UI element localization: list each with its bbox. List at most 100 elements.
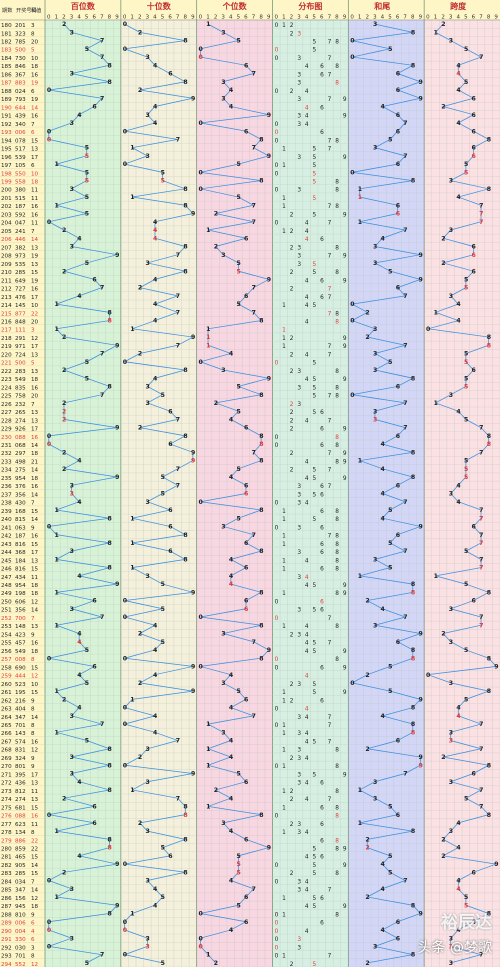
digit-tick: 2 <box>214 15 218 21</box>
series-line-units <box>199 23 270 964</box>
dist-mark: 0 <box>275 188 279 194</box>
row-number: 423 <box>15 632 26 638</box>
row-number: 439 <box>15 114 26 120</box>
dist-mark: 1 <box>282 509 286 515</box>
point-units: 4 <box>229 474 234 481</box>
point-tens: 9 <box>191 211 195 218</box>
point-hundreds: 5 <box>85 359 89 366</box>
point-span: 4 <box>456 194 461 201</box>
row-issue: 274 <box>1 797 12 803</box>
dist-mark: 2 <box>290 352 294 358</box>
dist-mark: 4 <box>305 89 309 95</box>
point-sumtail: 6 <box>396 935 400 942</box>
point-span: 5 <box>464 548 468 555</box>
point-span: 4 <box>456 927 461 934</box>
point-sumtail: 9 <box>418 696 422 703</box>
point-hundreds: 0 <box>47 927 52 934</box>
dist-mark: 5 <box>313 262 317 268</box>
dist-mark: 0 <box>275 171 279 177</box>
row-sum: 15 <box>31 138 39 144</box>
point-span: 5 <box>464 474 468 481</box>
point-sumtail: 3 <box>373 244 377 251</box>
dist-mark: 4 <box>305 888 309 894</box>
dist-mark: 7 <box>328 147 332 153</box>
point-hundreds: 5 <box>85 211 89 218</box>
point-units: 5 <box>236 260 240 267</box>
row-number: 812 <box>15 789 26 795</box>
point-span: 8 <box>487 812 491 819</box>
row-issue: 273 <box>1 789 12 795</box>
row-issue: 210 <box>1 270 12 276</box>
digit-tick: 5 <box>312 15 316 21</box>
point-span: 6 <box>472 869 476 876</box>
point-hundreds: 7 <box>100 721 104 728</box>
row-number: 649 <box>15 278 26 284</box>
row-sum: 12 <box>31 962 38 967</box>
point-span: 8 <box>487 762 491 769</box>
point-sumtail: 0 <box>350 301 355 308</box>
point-units: 2 <box>214 960 218 967</box>
dist-mark: 4 <box>305 295 309 301</box>
dist-mark: 8 <box>335 542 339 548</box>
row-issue: 266 <box>1 731 12 737</box>
panel-title-span: 跨度 <box>450 1 467 11</box>
dist-mark: 0 <box>275 48 279 54</box>
point-span: 3 <box>449 680 453 687</box>
point-hundreds: 8 <box>108 79 112 86</box>
row-issue: 226 <box>1 402 12 408</box>
row-issue: 184 <box>1 56 12 62</box>
point-units: 5 <box>236 853 240 860</box>
point-units: 6 <box>244 565 248 572</box>
point-tens: 8 <box>183 186 187 193</box>
point-units: 8 <box>259 458 263 465</box>
point-tens: 8 <box>183 804 187 811</box>
point-hundreds: 4 <box>77 293 82 300</box>
row-sum: 8 <box>31 954 35 960</box>
point-tens: 1 <box>130 145 134 152</box>
point-tens: 5 <box>161 169 165 176</box>
dist-mark: 3 <box>297 756 301 762</box>
point-units: 5 <box>236 861 240 868</box>
point-units: 3 <box>221 367 225 374</box>
panel-title-units: 个位数 <box>222 1 248 11</box>
row-number: 430 <box>15 501 26 507</box>
point-tens: 3 <box>145 779 149 786</box>
digit-tick: 1 <box>434 15 438 21</box>
row-sum: 16 <box>31 739 39 745</box>
point-tens: 1 <box>130 696 134 703</box>
dist-mark: 3 <box>297 188 301 194</box>
point-hundreds: 9 <box>115 861 119 868</box>
dist-mark: 6 <box>320 896 324 902</box>
point-span: 8 <box>487 433 491 440</box>
dist-mark: 5 <box>313 410 317 416</box>
point-hundreds: 3 <box>70 71 74 78</box>
point-span: 2 <box>441 235 445 242</box>
row-sum: 13 <box>31 558 39 564</box>
point-tens: 4 <box>153 622 158 629</box>
dist-mark: 7 <box>328 451 332 457</box>
row-number: 835 <box>15 385 26 391</box>
row-issue: 236 <box>1 484 12 490</box>
row-sum: 16 <box>31 287 39 293</box>
row-sum: 7 <box>31 229 35 235</box>
row-issue: 218 <box>1 336 12 342</box>
row-number: 145 <box>15 303 26 309</box>
point-units: 1 <box>206 952 210 959</box>
point-hundreds: 2 <box>62 334 66 341</box>
point-sumtail: 6 <box>396 211 400 218</box>
row-sum: 6 <box>31 130 35 136</box>
dist-mark: 4 <box>305 122 309 128</box>
row-number: 195 <box>15 690 26 696</box>
dist-mark: 4 <box>305 641 309 647</box>
point-tens: 2 <box>138 351 142 358</box>
point-sumtail: 8 <box>411 589 415 596</box>
dist-mark: 4 <box>305 237 309 243</box>
point-span: 2 <box>441 260 445 267</box>
dist-mark: 9 <box>343 427 347 433</box>
row-sum: 13 <box>31 147 39 153</box>
row-issue: 241 <box>1 525 12 531</box>
point-tens: 2 <box>138 820 142 827</box>
dist-mark: 2 <box>290 632 294 638</box>
digit-tick: 5 <box>161 15 165 21</box>
row-sum: 14 <box>31 492 39 498</box>
